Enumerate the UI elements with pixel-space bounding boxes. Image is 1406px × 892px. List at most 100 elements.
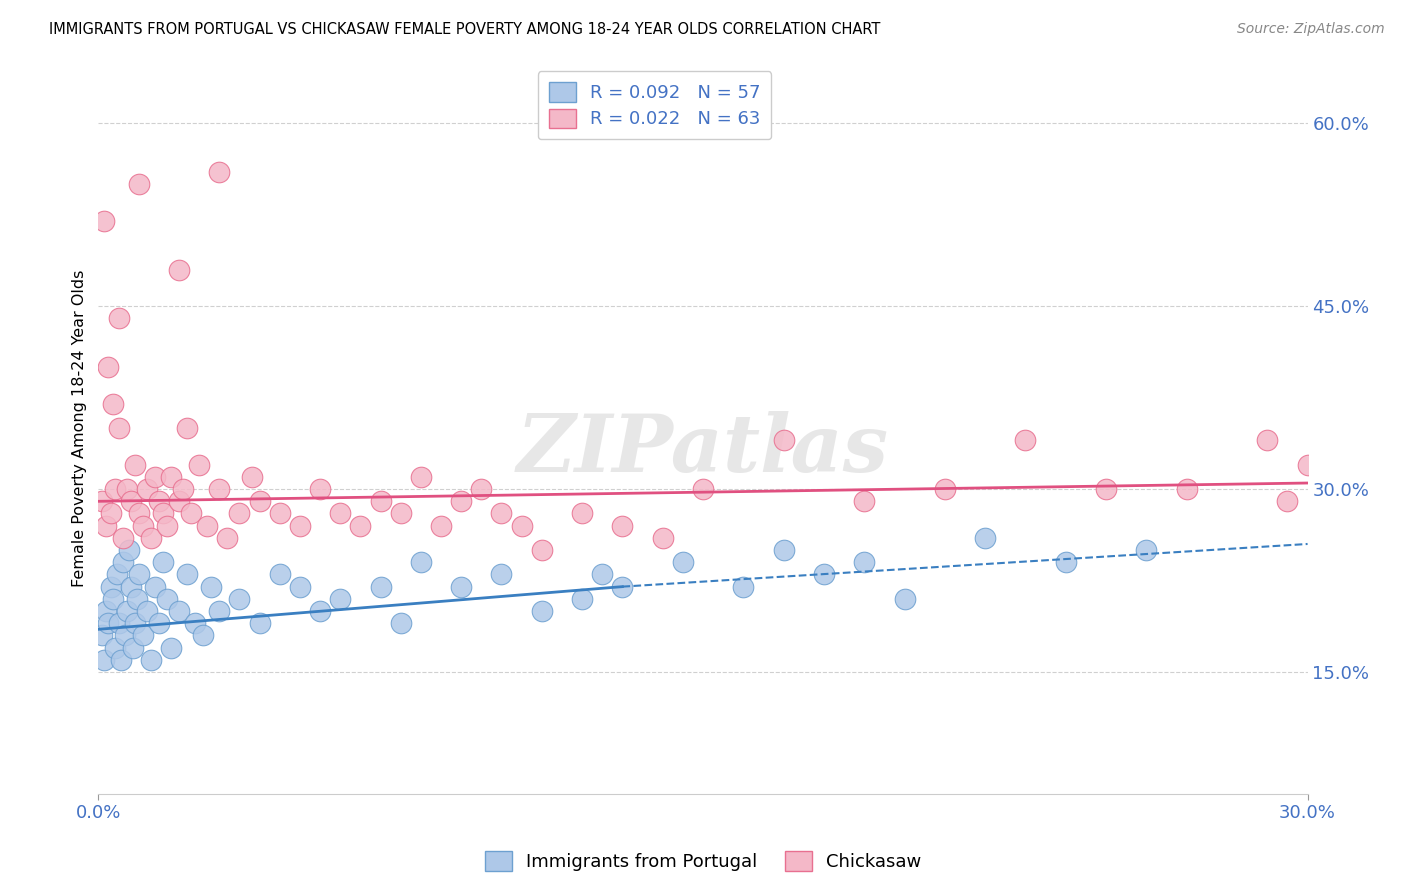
Point <box>115 604 138 618</box>
Point <box>135 604 157 618</box>
Point <box>530 604 553 618</box>
Point <box>103 482 125 496</box>
Point <box>111 555 134 569</box>
Point <box>934 482 956 496</box>
Point <box>132 518 155 533</box>
Point <box>188 458 211 472</box>
Point <box>269 507 291 521</box>
Point <box>1014 434 1036 448</box>
Point <box>114 628 136 642</box>
Point <box>160 470 183 484</box>
Point <box>160 640 183 655</box>
Point <box>156 591 179 606</box>
Text: IMMIGRANTS FROM PORTUGAL VS CHICKASAW FEMALE POVERTY AMONG 18-24 YEAR OLDS CORRE: IMMIGRANTS FROM PORTUGAL VS CHICKASAW FE… <box>49 22 880 37</box>
Point <box>107 616 129 631</box>
Point <box>180 507 202 521</box>
Point <box>93 214 115 228</box>
Point <box>853 555 876 569</box>
Point <box>101 591 124 606</box>
Point <box>249 494 271 508</box>
Point <box>470 482 492 496</box>
Point <box>176 421 198 435</box>
Point <box>93 653 115 667</box>
Point <box>228 507 250 521</box>
Point <box>135 482 157 496</box>
Point <box>571 591 593 606</box>
Point <box>120 494 142 508</box>
Point <box>156 518 179 533</box>
Point <box>217 531 239 545</box>
Point <box>125 591 148 606</box>
Point <box>240 470 263 484</box>
Point <box>167 494 190 508</box>
Point <box>692 482 714 496</box>
Legend: Immigrants from Portugal, Chickasaw: Immigrants from Portugal, Chickasaw <box>478 844 928 879</box>
Point <box>120 580 142 594</box>
Point <box>510 518 533 533</box>
Point <box>309 482 332 496</box>
Point <box>148 616 170 631</box>
Point <box>91 628 114 642</box>
Point <box>269 567 291 582</box>
Point <box>107 421 129 435</box>
Point <box>97 616 120 631</box>
Point <box>208 482 231 496</box>
Point <box>152 507 174 521</box>
Text: ZIPatlas: ZIPatlas <box>517 411 889 489</box>
Point <box>974 531 997 545</box>
Point <box>450 580 472 594</box>
Point <box>228 591 250 606</box>
Point <box>128 507 150 521</box>
Point <box>91 494 114 508</box>
Point <box>370 494 392 508</box>
Point <box>1277 494 1299 508</box>
Point <box>612 518 634 533</box>
Point <box>121 640 143 655</box>
Point <box>115 482 138 496</box>
Point <box>409 470 432 484</box>
Point <box>329 507 352 521</box>
Point <box>105 567 128 582</box>
Point <box>853 494 876 508</box>
Point <box>893 591 915 606</box>
Point <box>389 616 412 631</box>
Point <box>1256 434 1278 448</box>
Point <box>1135 543 1157 558</box>
Point <box>152 555 174 569</box>
Point <box>651 531 673 545</box>
Point <box>101 397 124 411</box>
Point <box>409 555 432 569</box>
Point <box>96 518 118 533</box>
Point <box>143 580 166 594</box>
Point <box>612 580 634 594</box>
Point <box>430 518 453 533</box>
Point <box>118 543 141 558</box>
Text: Source: ZipAtlas.com: Source: ZipAtlas.com <box>1237 22 1385 37</box>
Point <box>491 507 513 521</box>
Point <box>128 567 150 582</box>
Point <box>208 604 231 618</box>
Point <box>571 507 593 521</box>
Point <box>370 580 392 594</box>
Point <box>288 518 311 533</box>
Point <box>389 507 412 521</box>
Point <box>111 531 134 545</box>
Point <box>1296 458 1319 472</box>
Point <box>100 580 122 594</box>
Point <box>172 482 194 496</box>
Point <box>530 543 553 558</box>
Point <box>184 616 207 631</box>
Point <box>139 531 162 545</box>
Point <box>143 470 166 484</box>
Point <box>772 543 794 558</box>
Point <box>450 494 472 508</box>
Point <box>1175 482 1198 496</box>
Point <box>1095 482 1118 496</box>
Point <box>1054 555 1077 569</box>
Point <box>128 178 150 192</box>
Point <box>124 458 146 472</box>
Point <box>97 360 120 375</box>
Point <box>167 604 190 618</box>
Point <box>96 604 118 618</box>
Point <box>329 591 352 606</box>
